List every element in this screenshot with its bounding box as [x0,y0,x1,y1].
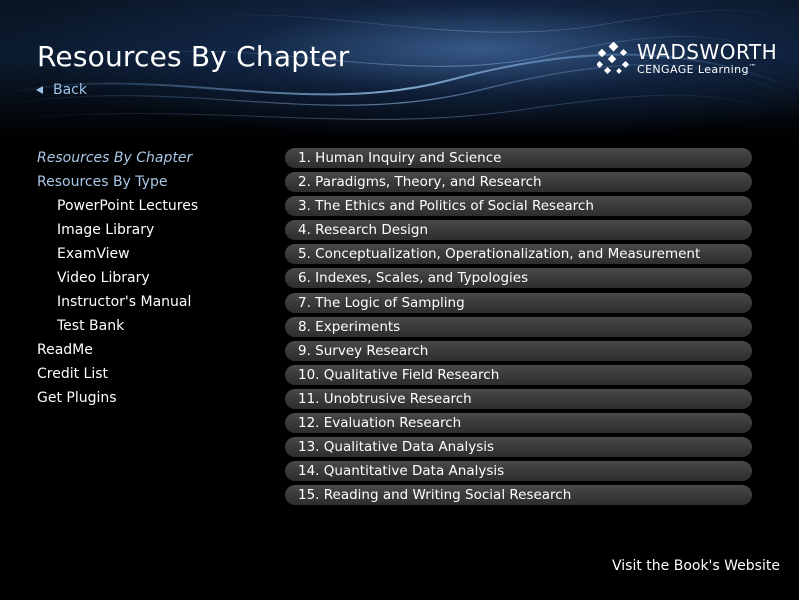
nav-powerpoint-lectures[interactable]: PowerPoint Lectures [57,198,199,214]
chapter-button-7[interactable]: 7. The Logic of Sampling [285,292,752,313]
nav-readme[interactable]: ReadMe [37,342,93,358]
chapter-list: 1. Human Inquiry and Science 2. Paradigm… [285,148,752,509]
page-title: Resources By Chapter [37,40,350,73]
sidebar-nav: Resources By Chapter Resources By Type P… [37,146,257,410]
header-background [0,0,799,140]
chapter-button-14[interactable]: 14. Quantitative Data Analysis [285,461,752,482]
chapter-button-5[interactable]: 5. Conceptualization, Operationalization… [285,244,752,265]
chapter-button-11[interactable]: 11. Unobtrusive Research [285,388,752,409]
chapter-button-15[interactable]: 15. Reading and Writing Social Research [285,485,752,506]
header-wave-decoration [0,9,799,121]
back-button[interactable]: Back [36,80,87,100]
logo-trademark: ™ [748,63,757,71]
nav-examview[interactable]: ExamView [57,246,130,262]
chapter-button-8[interactable]: 8. Experiments [285,316,752,337]
visit-website-link[interactable]: Visit the Book's Website [612,558,780,574]
logo-brand-text: WADSWORTH [637,40,778,64]
nav-video-library[interactable]: Video Library [57,270,150,286]
chapter-button-13[interactable]: 13. Qualitative Data Analysis [285,437,752,458]
wadsworth-logo: WADSWORTH CENGAGE Learning™ [597,40,777,80]
nav-test-bank[interactable]: Test Bank [57,318,125,334]
chapter-button-10[interactable]: 10. Qualitative Field Research [285,364,752,385]
back-arrow-icon [36,86,43,94]
chapter-button-3[interactable]: 3. The Ethics and Politics of Social Res… [285,196,752,217]
wadsworth-dots-icon [597,42,630,75]
nav-get-plugins[interactable]: Get Plugins [37,390,117,406]
nav-resources-by-chapter[interactable]: Resources By Chapter [37,150,193,166]
chapter-button-1[interactable]: 1. Human Inquiry and Science [285,148,752,168]
nav-image-library[interactable]: Image Library [57,222,155,238]
chapter-button-6[interactable]: 6. Indexes, Scales, and Typologies [285,268,752,289]
nav-resources-by-type[interactable]: Resources By Type [37,174,168,190]
back-label: Back [53,82,87,98]
chapter-button-4[interactable]: 4. Research Design [285,220,752,241]
nav-credit-list[interactable]: Credit List [37,366,109,382]
chapter-button-2[interactable]: 2. Paradigms, Theory, and Research [285,172,752,193]
nav-instructors-manual[interactable]: Instructor's Manual [57,294,192,310]
chapter-button-12[interactable]: 12. Evaluation Research [285,413,752,434]
chapter-button-9[interactable]: 9. Survey Research [285,340,752,361]
logo-subtitle: CENGAGE Learning™ [637,63,757,76]
